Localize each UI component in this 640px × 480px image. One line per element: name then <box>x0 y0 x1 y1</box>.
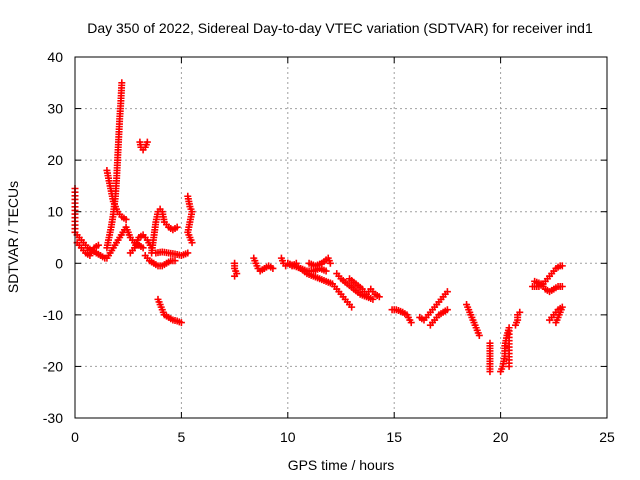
data-point <box>558 262 566 270</box>
series-arc-11h-b <box>305 254 334 270</box>
y-tick-label: 40 <box>47 49 63 65</box>
series-arc-16h-b <box>426 306 451 329</box>
data-point <box>516 308 524 316</box>
x-tick-label: 10 <box>280 429 296 445</box>
data-point <box>188 239 196 247</box>
data-point <box>326 259 334 267</box>
series-arc-22h-b <box>546 303 566 327</box>
series-arc-8h <box>250 254 277 275</box>
x-tick-label: 20 <box>493 429 509 445</box>
data-point <box>184 249 192 257</box>
y-tick-label: -10 <box>43 307 63 323</box>
series-arc-13h <box>346 275 383 301</box>
data-point <box>505 362 513 370</box>
series-arc-22h <box>531 277 566 296</box>
series-arc-7h <box>231 259 241 280</box>
y-tick-label: 30 <box>47 101 63 117</box>
y-tick-label: 10 <box>47 204 63 220</box>
x-tick-labels: 0 5 10 15 20 25 <box>71 429 615 445</box>
data-point <box>407 319 415 327</box>
series-arc-valley <box>141 252 179 270</box>
plot-frame <box>74 56 608 419</box>
data-point <box>143 138 151 146</box>
series-arc-15h <box>388 306 415 327</box>
y-tick-labels: -30 -20 -10 0 10 20 30 40 <box>43 49 63 426</box>
y-tick-label: 20 <box>47 152 63 168</box>
data-point <box>475 331 483 339</box>
y-tick-label: -20 <box>43 358 63 374</box>
y-tick-label: 0 <box>55 255 63 271</box>
data-point <box>231 272 239 280</box>
series-arc-12h <box>333 270 377 303</box>
series-arc-left-b <box>73 239 102 260</box>
data-point <box>486 368 494 376</box>
series-arc-23 <box>136 138 151 154</box>
data-point <box>139 244 147 252</box>
series-arc-19h <box>486 339 494 376</box>
series-arc-mid-a <box>103 223 147 262</box>
x-tick-label: 25 <box>599 429 615 445</box>
series-arc-20h <box>497 324 513 376</box>
x-tick-label: 15 <box>386 429 402 445</box>
series-arc-drop <box>154 295 185 327</box>
data-point <box>443 306 451 314</box>
series-arc-edge <box>152 248 192 260</box>
data-point <box>269 264 277 272</box>
series-arc-18h <box>463 301 483 339</box>
x-tick-label: 0 <box>71 429 79 445</box>
data-point <box>122 215 130 223</box>
series-arc-bump <box>148 205 181 257</box>
data-point <box>375 293 383 301</box>
series-arc-spike <box>103 79 126 252</box>
data-point <box>348 303 356 311</box>
data-point <box>171 257 179 265</box>
data-point <box>558 282 566 290</box>
series-arc-5h <box>184 192 196 247</box>
grid <box>75 57 607 418</box>
series-arc-20h-b <box>511 308 524 329</box>
data-point <box>369 295 377 303</box>
data-point <box>177 319 185 327</box>
data-point <box>443 288 451 296</box>
data-point <box>552 319 560 327</box>
x-tick-label: 5 <box>178 429 186 445</box>
series-arc-11h <box>297 264 356 311</box>
chart-title: Day 350 of 2022, Sidereal Day-to-day VTE… <box>87 20 593 36</box>
data-point <box>322 267 330 275</box>
y-tick-label: -30 <box>43 410 63 426</box>
data-point <box>118 79 126 87</box>
y-axis-label: SDTVAR / TECUs <box>5 181 21 293</box>
data-points <box>71 79 566 376</box>
data-point <box>94 241 102 249</box>
x-axis-label: GPS time / hours <box>288 457 395 473</box>
series-arc-16h <box>416 288 451 324</box>
series-arc-rise <box>103 166 130 223</box>
data-point <box>173 223 181 231</box>
